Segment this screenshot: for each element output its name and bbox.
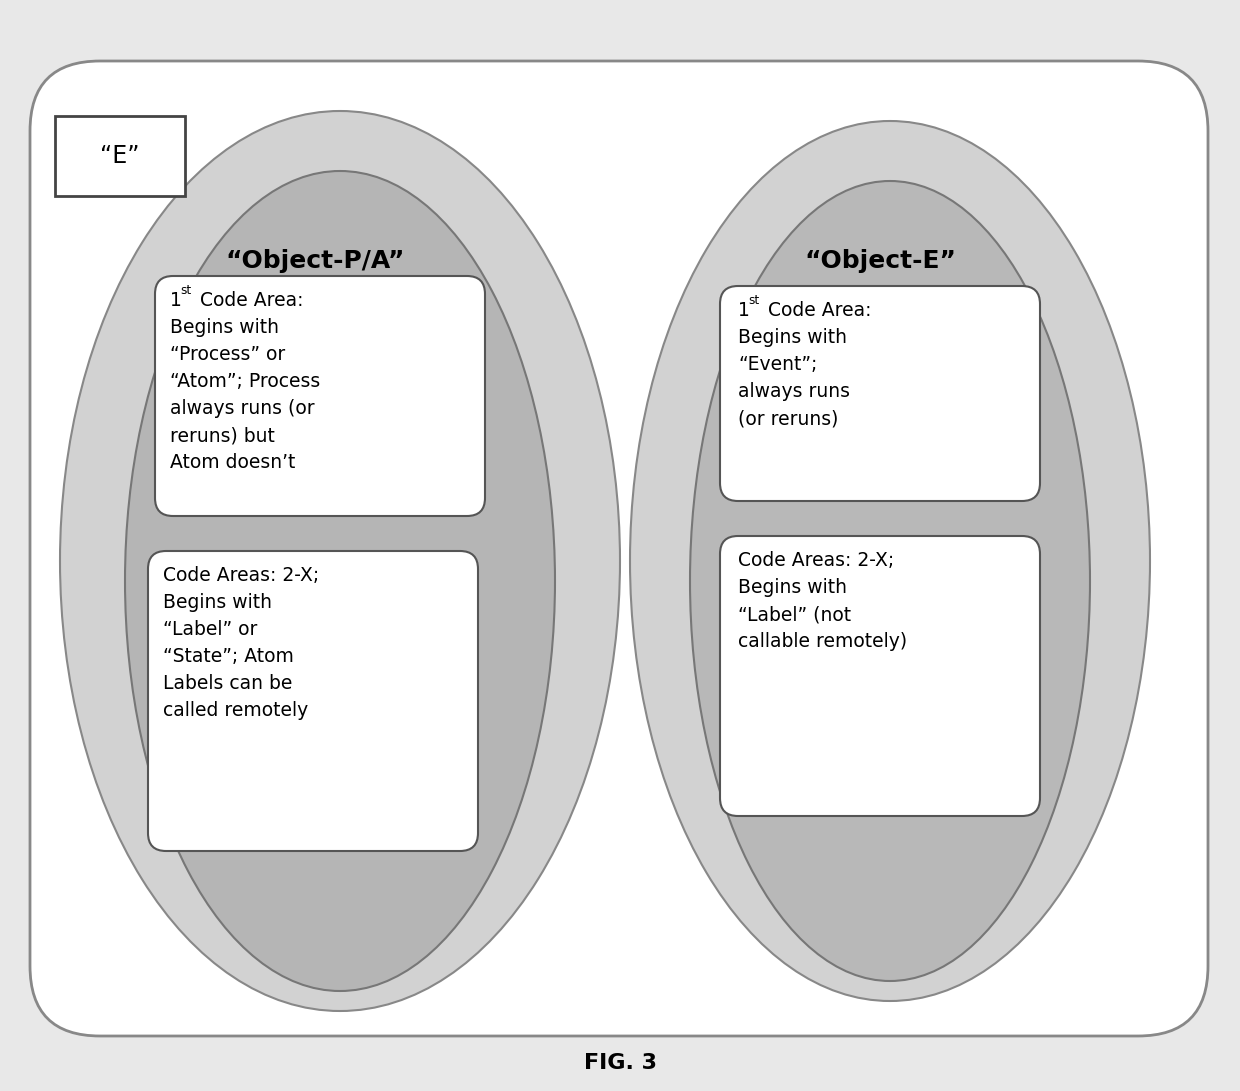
Text: “Event”;: “Event”; [738,355,817,374]
Text: Begins with: Begins with [738,578,847,597]
Text: reruns) but: reruns) but [170,425,275,445]
Text: “Label” or: “Label” or [162,620,258,639]
Text: Code Area:: Code Area: [763,301,872,320]
Text: callable remotely): callable remotely) [738,632,908,651]
Ellipse shape [60,111,620,1011]
Text: “State”; Atom: “State”; Atom [162,647,294,666]
Ellipse shape [630,121,1149,1002]
FancyBboxPatch shape [155,276,485,516]
Text: always runs (or: always runs (or [170,399,315,418]
Text: Begins with: Begins with [162,594,272,612]
Ellipse shape [125,171,556,991]
Text: Labels can be: Labels can be [162,674,293,693]
FancyBboxPatch shape [720,286,1040,501]
Text: “Atom”; Process: “Atom”; Process [170,372,320,391]
Text: st: st [748,293,759,307]
Text: 1: 1 [170,291,182,310]
Text: FIG. 3: FIG. 3 [584,1053,656,1074]
Text: Atom doesn’t: Atom doesn’t [170,453,295,472]
Text: called remotely: called remotely [162,702,309,720]
Text: “Label” (not: “Label” (not [738,606,851,624]
Text: “Object-P/A”: “Object-P/A” [226,249,404,273]
Text: st: st [180,284,191,297]
Text: Begins with: Begins with [738,328,847,347]
Text: (or reruns): (or reruns) [738,409,838,428]
Text: always runs: always runs [738,382,849,401]
FancyBboxPatch shape [720,536,1040,816]
Text: “E”: “E” [100,144,140,168]
Text: “Object-E”: “Object-E” [804,249,956,273]
Text: Code Areas: 2-X;: Code Areas: 2-X; [162,566,319,585]
Ellipse shape [689,181,1090,981]
Text: 1: 1 [738,301,750,320]
FancyBboxPatch shape [55,116,185,196]
Text: Code Area:: Code Area: [193,291,304,310]
FancyBboxPatch shape [30,61,1208,1036]
Text: Code Areas: 2-X;: Code Areas: 2-X; [738,551,894,570]
Text: “Process” or: “Process” or [170,345,285,364]
FancyBboxPatch shape [148,551,477,851]
Text: Begins with: Begins with [170,317,279,337]
